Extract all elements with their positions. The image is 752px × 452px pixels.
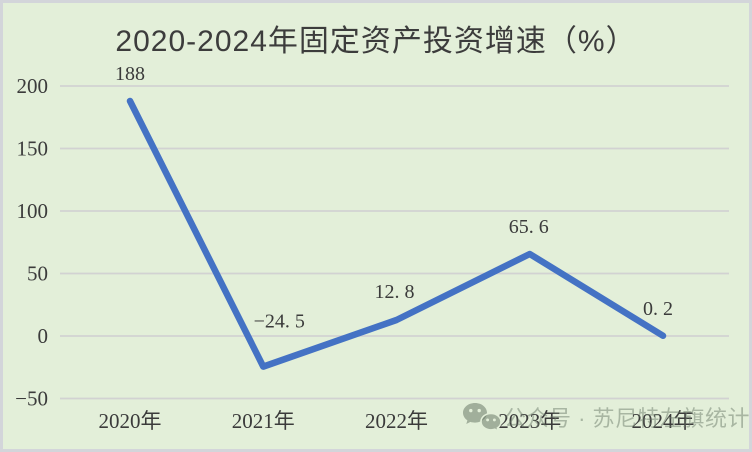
y-tick-label: −50	[15, 387, 48, 411]
y-tick-label: 0	[38, 324, 49, 348]
data-point-label: 188	[115, 63, 145, 85]
x-tick-label: 2020年	[99, 409, 162, 433]
x-tick-label: 2022年	[365, 409, 428, 433]
data-point-label: −24. 5	[254, 311, 305, 333]
data-point-label: 12. 8	[375, 281, 415, 303]
y-tick-label: 150	[17, 137, 49, 161]
y-tick-label: 50	[27, 262, 48, 286]
chart-title: 2020-2024年固定资产投资增速（%）	[115, 25, 637, 58]
y-tick-label: 100	[17, 199, 49, 223]
x-tick-label: 2023年	[498, 409, 561, 433]
data-point-label: 65. 6	[509, 216, 549, 238]
x-tick-label: 2021年	[232, 409, 295, 433]
series-line	[126, 97, 667, 370]
y-tick-label: 200	[17, 74, 49, 98]
x-tick-label: 2024年	[632, 409, 695, 433]
data-point-label: 0. 2	[643, 298, 673, 320]
